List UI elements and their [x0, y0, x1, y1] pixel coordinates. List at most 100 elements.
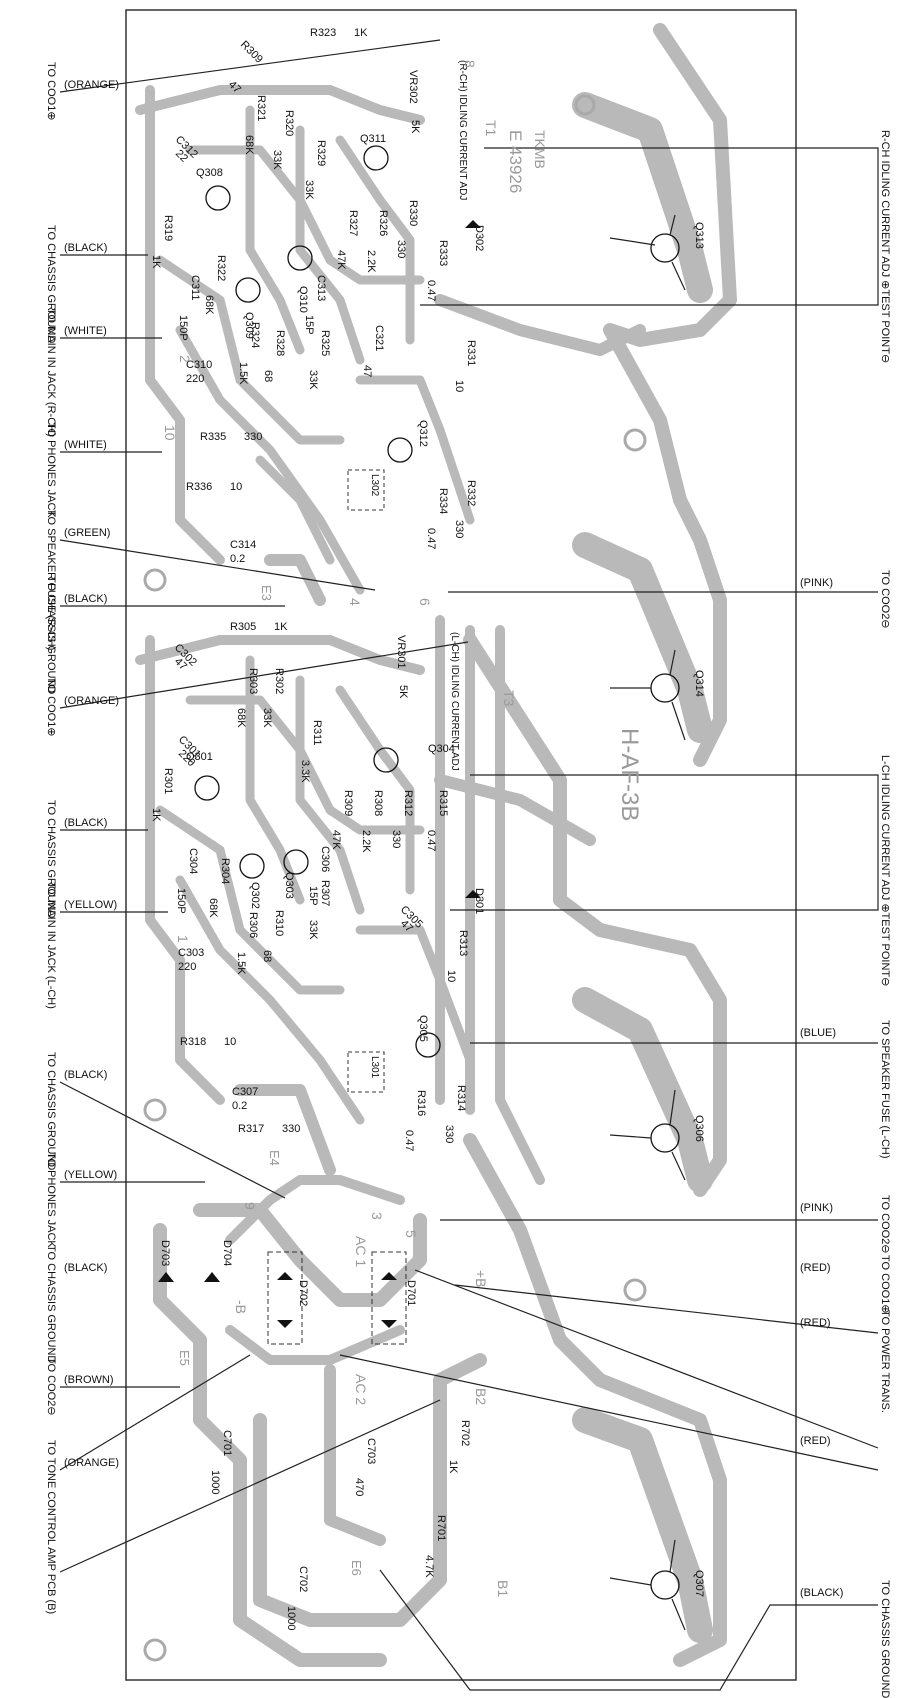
transistor-ref: Q311	[360, 133, 386, 145]
left-label-dest: TO CHASSIS GROUND	[45, 225, 57, 343]
diode-ref: D704	[221, 1240, 233, 1266]
capacitor-ref: C306	[319, 846, 331, 872]
right-label-dest: TO SPEAKER FUSE (L-CH)	[879, 1020, 891, 1159]
resistor-value: 47K	[330, 830, 342, 850]
resistor-value: 68K	[203, 295, 215, 315]
inductor-l302: L302	[369, 474, 380, 497]
resistor-ref: R332	[465, 480, 477, 506]
resistor-ref: R306	[247, 912, 259, 938]
resistor-ref: R335	[200, 431, 226, 443]
mounting-holes	[143, 94, 647, 1662]
leader-wires	[59, 39, 879, 1691]
left-connector-labels: TO COO1⊕ (ORANGE) TO CHASSIS GROUND (BLACK)…	[45, 62, 119, 1614]
pad-number: 1	[175, 935, 191, 943]
resistor-value: 0.47	[425, 280, 437, 301]
resistor-value: 33K	[307, 370, 319, 390]
resistor-value: 1K	[354, 27, 368, 39]
pad-number: 3	[369, 1212, 385, 1220]
left-label-color: (WHITE)	[64, 439, 107, 451]
resistor-value: 3.3K	[299, 760, 311, 783]
right-label-dest: L-CH IDLING CURRENT ADJ ⊕TEST POINT⊖	[879, 755, 891, 986]
resistor-ref: R336	[186, 481, 212, 493]
transistor-ref: Q304	[428, 743, 455, 755]
transistor-q309	[235, 277, 261, 303]
left-label-dest: TO SPEAKER FUSE (R-CH)	[45, 510, 57, 650]
transistor-q307	[609, 1539, 686, 1631]
resistor-ref: R321	[255, 95, 267, 121]
resistor-value: 330	[443, 1125, 455, 1143]
pad-number: 10	[162, 425, 178, 441]
vr302-value: 5K	[409, 120, 421, 134]
resistor-ref: R307	[319, 880, 331, 906]
right-label-color: (PINK)	[800, 577, 833, 589]
resistor-ref: R305	[230, 621, 256, 633]
transistor-q306	[609, 1089, 686, 1181]
left-label-dest: TO COO2⊖	[45, 1357, 57, 1416]
resistor-value: 330	[395, 240, 407, 258]
right-label-dest: TO COO2⊖	[879, 570, 891, 629]
capacitor-ref: C702	[297, 1566, 309, 1592]
transistor-ref: Q308	[196, 167, 223, 179]
right-label-color: (BLUE)	[800, 1027, 836, 1039]
left-label-dest: TO CHASSIS GROUND	[45, 800, 57, 918]
pad-minus-b: -B	[233, 1300, 249, 1314]
transistor-q311	[363, 145, 389, 171]
pad-number: 2	[177, 355, 193, 363]
left-label-color: (ORANGE)	[64, 695, 119, 707]
capacitor-value: 1000	[209, 1470, 221, 1494]
left-label-dest: TO CHASSIS GROUND	[45, 1245, 57, 1363]
transistor-q312	[387, 437, 413, 463]
capacitor-ref: C314	[230, 539, 256, 551]
diode-ref: D703	[159, 1240, 171, 1266]
transistor-ref: Q306	[693, 1115, 705, 1142]
resistor-value: 33K	[303, 180, 315, 200]
board-texts: TKMB E 43926 H-AF-3B	[506, 130, 643, 821]
resistor-value: 330	[390, 830, 402, 848]
pad-ac2: AC 2	[353, 1374, 369, 1405]
left-label-color: (BLACK)	[64, 1262, 107, 1274]
resistor-value: 1K	[447, 1460, 459, 1474]
transistor-ref: Q309	[243, 312, 255, 339]
board-watermark-top: TKMB	[532, 130, 548, 169]
transistor-q301	[194, 775, 220, 801]
capacitor-ref: C313	[315, 275, 327, 301]
vr302-note: (R-CH) IDLING CURRENT ADJ	[457, 60, 468, 200]
capacitor-value: 150P	[177, 315, 189, 341]
resistor-ref: R317	[238, 1123, 264, 1135]
pad-number: 8	[462, 60, 478, 68]
resistor-value: 47K	[335, 250, 347, 270]
resistor-value: 0.47	[403, 1130, 415, 1151]
resistor-value: 33K	[261, 708, 273, 728]
resistor-value: 68	[261, 950, 273, 962]
transistor-ref: Q305	[417, 1015, 429, 1042]
left-label-dest: TO COO1⊕	[45, 678, 57, 737]
copper-traces	[135, 23, 737, 1667]
transistor-ref: Q302	[249, 882, 261, 909]
resistor-value: 1K	[150, 255, 162, 269]
resistor-value: 68K	[243, 135, 255, 155]
capacitor-ref: C701	[221, 1430, 233, 1456]
transistor-q304	[373, 747, 399, 773]
capacitor-ref: C310	[186, 359, 212, 371]
capacitor-value: 47	[361, 365, 373, 377]
left-label-color: (BROWN)	[64, 1374, 114, 1386]
resistor-ref: R702	[459, 1420, 471, 1446]
left-label-dest: TO COO1⊕	[45, 62, 57, 121]
transistor-ref: Q314	[693, 670, 705, 697]
resistor-ref: R310	[273, 910, 285, 936]
resistor-ref: R319	[162, 215, 174, 241]
right-label-color: (RED)	[800, 1262, 831, 1274]
resistor-value: 2.2K	[365, 250, 377, 273]
pad-number: 9	[242, 1202, 258, 1210]
resistor-value: 10	[445, 970, 457, 982]
capacitor-ref: C703	[365, 1438, 377, 1464]
resistor-value: 1K	[150, 808, 162, 822]
resistor-ref: R309	[238, 39, 265, 66]
pad-plus-b: +B	[473, 1270, 489, 1288]
pad-e6: E6	[349, 1560, 364, 1576]
right-label-dest: R-CH IDLING CURRENT ADJ ⊕TEST POINT⊖	[879, 130, 891, 363]
resistor-value: 10	[224, 1036, 236, 1048]
resistor-value: 10	[230, 481, 242, 493]
capacitor-ref: C303	[178, 947, 204, 959]
